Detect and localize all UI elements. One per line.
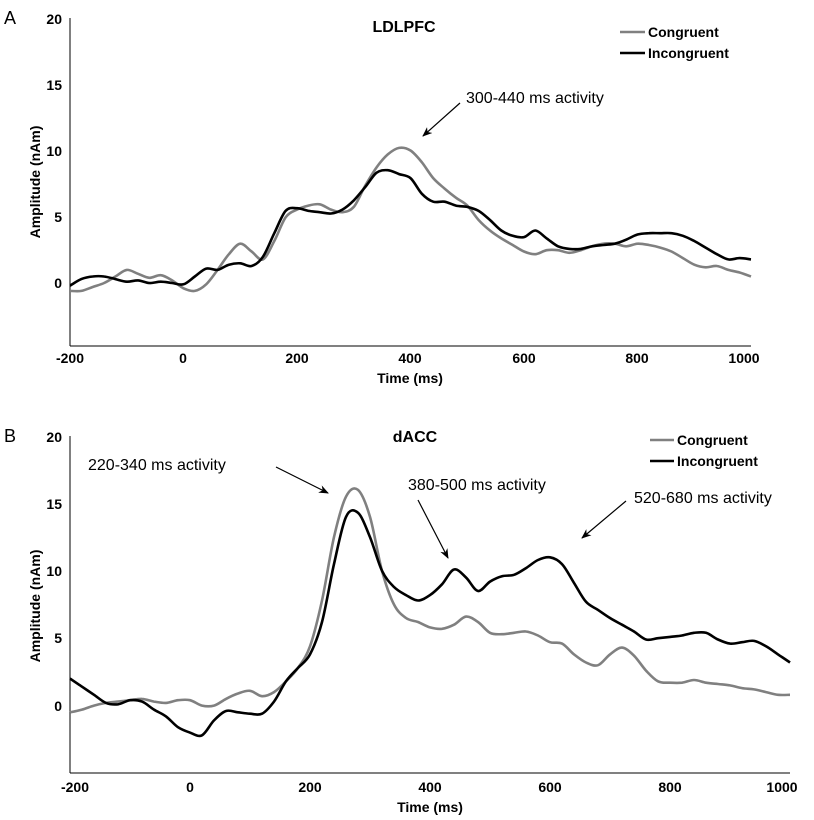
panel-b-legend-incongruent: Incongruent: [677, 453, 758, 469]
panel-b-annotation-text: 520-680 ms activity: [634, 490, 772, 507]
panel-a-legend-congruent: Congruent: [648, 24, 719, 40]
panel-a-ytick: 15: [46, 77, 62, 93]
panel-b-ytick: 15: [46, 496, 62, 512]
panel-a-ytick: 0: [54, 275, 62, 291]
panel-b-xtick: 1000: [766, 779, 797, 795]
panel-a-x-label: Time (ms): [377, 370, 443, 386]
panel-a-y-label: Amplitude (nAm): [27, 126, 43, 239]
panel-a-xtick: 800: [625, 350, 649, 366]
panel-b-legend-congruent: Congruent: [677, 432, 748, 448]
panel-b-ytick: 5: [54, 630, 62, 646]
panel-b-ytick: 20: [46, 429, 62, 445]
panel-a-legend: Congruent Incongruent: [620, 24, 729, 61]
panel-b-series-congruent-line: [69, 487, 791, 714]
panel-b: B -200 0 200 400 600 800 1000 0 5 10 15 …: [4, 426, 798, 815]
panel-b-letter: B: [4, 426, 16, 446]
panel-b-xtick: -200: [61, 779, 89, 795]
panel-b-xtick: 400: [418, 779, 442, 795]
panel-a-letter: A: [4, 8, 16, 28]
panel-a-xtick: 200: [285, 350, 309, 366]
panel-a-ytick: 5: [54, 209, 62, 225]
panel-b-legend: Congruent Incongruent: [650, 432, 758, 469]
panel-a-xtick: 400: [398, 350, 422, 366]
panel-a-xtick: 600: [512, 350, 536, 366]
panel-b-annotation-arrow: [417, 499, 449, 559]
panel-b-annotation-arrow: [581, 500, 627, 539]
panel-b-xtick: 200: [298, 779, 322, 795]
panel-b-annotation-arrow: [275, 466, 329, 494]
panel-a-series-congruent-line: [69, 146, 752, 293]
panel-b-xtick: 800: [658, 779, 682, 795]
panel-a-series-incongruent-line: [69, 168, 752, 287]
panel-a-annotation: 300-440 ms activity: [422, 90, 604, 137]
panel-a-series: [69, 146, 752, 293]
panel-a-legend-incongruent: Incongruent: [648, 45, 729, 61]
panel-a-xtick: -200: [56, 350, 84, 366]
panel-b-series: [69, 487, 791, 738]
panel-b-annotation-text: 220-340 ms activity: [88, 457, 226, 474]
panel-b-y-label: Amplitude (nAm): [27, 550, 43, 663]
panel-a-ytick: 20: [46, 11, 62, 27]
panel-b-annotation-text: 380-500 ms activity: [408, 477, 546, 494]
panel-a-annotation-text: 300-440 ms activity: [466, 90, 604, 107]
panel-a-ytick: 10: [46, 143, 62, 159]
panel-a-title: LDLPFC: [372, 19, 436, 36]
panel-a: A -200 0 200 400 600 800 1000 0 5 10 15 …: [4, 8, 760, 386]
panel-a-annotation-arrow: [422, 102, 461, 137]
panel-b-xtick: 600: [538, 779, 562, 795]
panel-b-annotations: 220-340 ms activity 380-500 ms activity …: [88, 457, 772, 559]
panel-a-axes: -200 0 200 400 600 800 1000 0 5 10 15 20…: [27, 11, 760, 386]
panel-b-title: dACC: [393, 429, 438, 446]
panel-b-ytick: 0: [54, 698, 62, 714]
panel-b-x-label: Time (ms): [397, 799, 463, 815]
panel-a-xtick: 1000: [728, 350, 759, 366]
panel-b-ytick: 10: [46, 563, 62, 579]
panel-b-xtick: 0: [186, 779, 194, 795]
panel-b-series-incongruent-line: [69, 509, 791, 738]
panel-a-xtick: 0: [179, 350, 187, 366]
panel-b-axes: -200 0 200 400 600 800 1000 0 5 10 15 20…: [27, 429, 798, 815]
